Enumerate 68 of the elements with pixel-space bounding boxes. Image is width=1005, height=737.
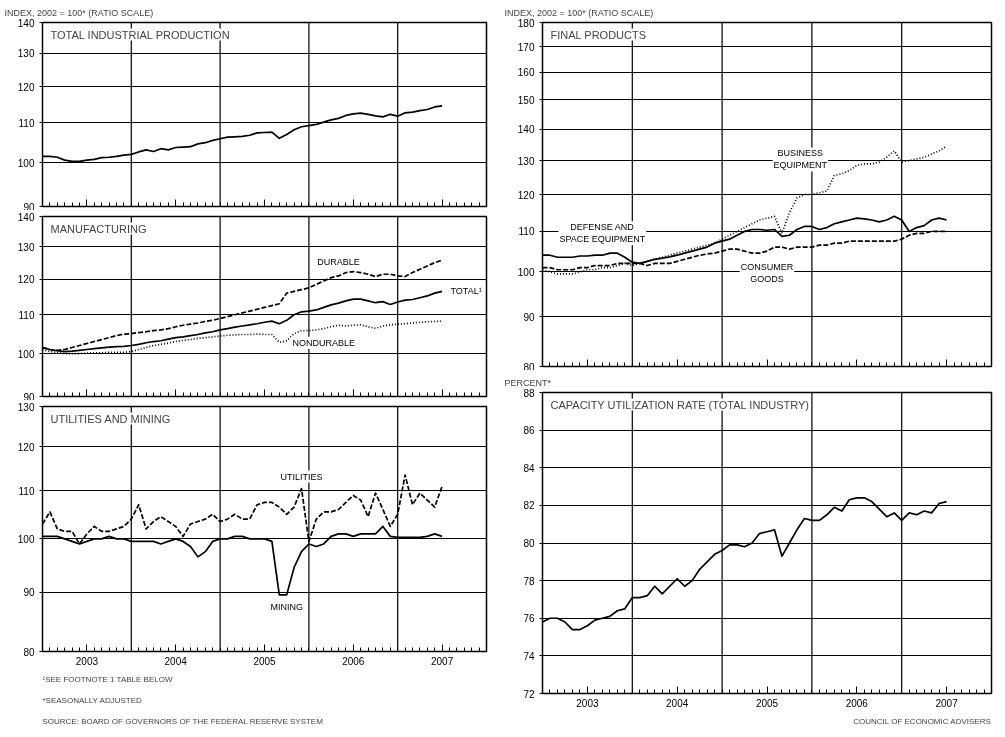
- y-tick-label: 110: [18, 485, 35, 497]
- text: FINAL PRODUCTS: [550, 28, 647, 41]
- y-tick-label: 100: [517, 266, 535, 278]
- x-tick-label: 2007: [430, 655, 454, 667]
- y-tick-label: 80: [523, 538, 535, 549]
- x-tick-label: 2005: [755, 697, 779, 709]
- series-label: CONSUMER GOODS: [740, 262, 794, 285]
- text: UTILITIES AND MINING: [50, 412, 171, 425]
- y-tick-label: 72: [523, 688, 535, 700]
- y-tick-label: 100: [17, 533, 35, 545]
- series-label: DEFENSE AND SPACE EQUIPMENT: [559, 222, 646, 245]
- y-tick-label: 100: [17, 157, 35, 169]
- y-tick-label: 180: [517, 17, 535, 29]
- y-tick-label: 78: [523, 575, 535, 587]
- x-tick-label: 2004: [164, 655, 188, 667]
- y-tick-label: 90: [523, 311, 535, 323]
- series-label: UTILITIES: [280, 471, 323, 482]
- y-tick-label: 90: [23, 201, 35, 213]
- x-tick-label: 2006: [845, 697, 869, 709]
- x-tick-label: 2005: [253, 655, 277, 667]
- text: *SEASONALLY ADJUSTED: [42, 695, 143, 705]
- y-tick-label: 90: [23, 587, 35, 599]
- y-tick-label: 140: [17, 17, 35, 29]
- y-tick-label: 90: [23, 391, 35, 403]
- x-tick-label: 2006: [342, 655, 365, 667]
- text: CAPACITY UTILIZATION RATE (TOTAL INDUSTRY): [550, 398, 810, 411]
- y-tick-label: 170: [517, 41, 535, 53]
- y-tick-label: 84: [523, 462, 535, 474]
- text: TOTAL INDUSTRIAL PRODUCTION: [50, 28, 230, 41]
- y-tick-label: 86: [523, 425, 535, 437]
- y-tick-label: 120: [517, 189, 535, 201]
- y-tick-label: 82: [523, 500, 535, 512]
- y-tick-label: 120: [17, 441, 35, 453]
- y-axis-title: INDEX, 2002 = 100* (RATIO SCALE): [504, 7, 654, 18]
- y-tick-label: 88: [523, 387, 535, 399]
- series-label: BUSINESS EQUIPMENT: [773, 148, 828, 171]
- y-tick-label: 130: [517, 155, 535, 167]
- series-label: NONDURABLE: [292, 337, 355, 348]
- y-tick-label: 140: [517, 124, 535, 136]
- y-tick-label: 110: [18, 309, 35, 321]
- y-tick-label: 120: [17, 274, 35, 286]
- text: MANUFACTURING: [50, 222, 147, 235]
- y-axis-title: INDEX, 2002 = 100* (RATIO SCALE): [4, 7, 154, 18]
- y-tick-label: 100: [17, 348, 35, 360]
- y-tick-label: 110: [518, 226, 535, 238]
- x-tick-label: 2003: [75, 655, 99, 667]
- source-note: SOURCE: BOARD OF GOVERNORS OF THE FEDERAL RESERVE SYSTEM: [42, 716, 324, 726]
- y-tick-label: 160: [517, 67, 535, 79]
- y-tick-label: 130: [17, 241, 35, 253]
- text: COUNCIL OF ECONOMIC ADVISERS: [853, 716, 991, 726]
- y-tick-label: 140: [17, 211, 35, 223]
- series-label: TOTAL¹: [450, 286, 482, 297]
- y-tick-label: 150: [517, 94, 535, 106]
- text: ¹SEE FOOTNOTE 1 TABLE BELOW: [42, 674, 173, 684]
- y-tick-label: 80: [523, 361, 535, 373]
- y-tick-label: 130: [17, 401, 35, 413]
- series-label: MINING: [270, 601, 303, 612]
- x-tick-label: 2003: [576, 697, 599, 709]
- series-label: DURABLE: [317, 256, 360, 267]
- y-axis-title: PERCENT*: [504, 377, 552, 388]
- x-tick-label: 2007: [935, 697, 959, 709]
- y-tick-label: 110: [18, 117, 35, 129]
- y-tick-label: 130: [17, 48, 35, 60]
- x-tick-label: 2004: [666, 697, 689, 709]
- y-tick-label: 74: [523, 650, 535, 662]
- y-tick-label: 120: [17, 81, 35, 93]
- y-tick-label: 76: [523, 613, 535, 625]
- y-tick-label: 80: [23, 646, 35, 658]
